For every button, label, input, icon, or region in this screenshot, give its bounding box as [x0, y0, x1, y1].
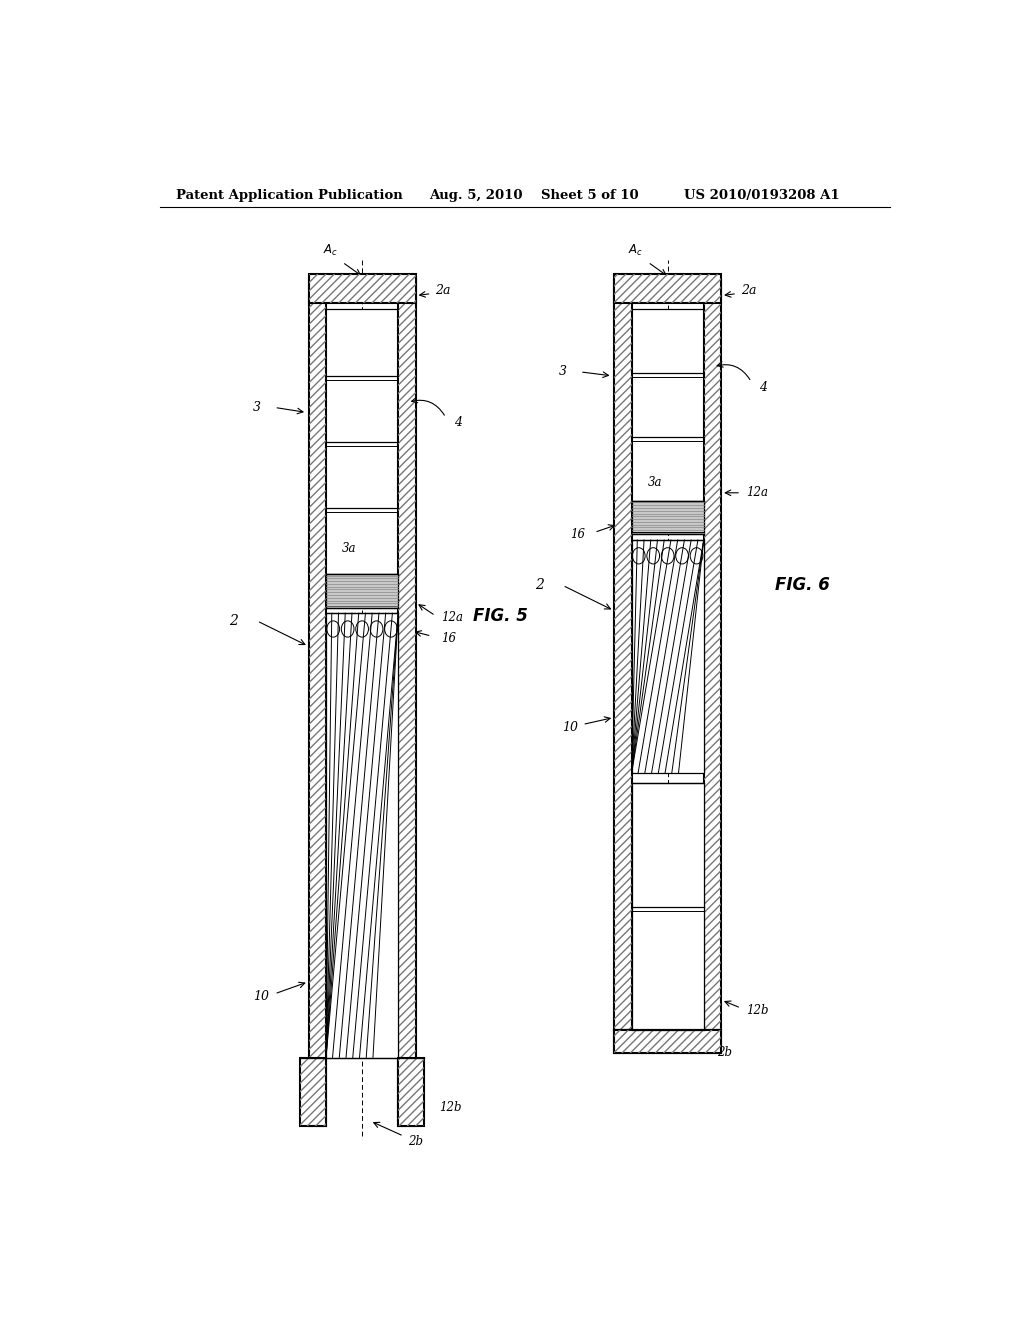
- Text: 12a: 12a: [441, 611, 463, 624]
- Bar: [326, 309, 398, 376]
- Bar: [632, 309, 703, 374]
- Text: 16: 16: [570, 528, 586, 541]
- Text: 3a: 3a: [342, 543, 356, 556]
- Text: 3: 3: [558, 366, 566, 379]
- Text: 16: 16: [441, 632, 456, 644]
- Bar: [398, 280, 416, 1126]
- Bar: [614, 273, 721, 302]
- Text: 2: 2: [229, 614, 238, 628]
- Bar: [614, 1031, 721, 1053]
- Bar: [614, 1031, 721, 1053]
- Bar: [326, 574, 398, 607]
- Text: 3: 3: [253, 401, 261, 414]
- Bar: [326, 508, 398, 574]
- Text: Patent Application Publication: Patent Application Publication: [176, 189, 402, 202]
- Bar: [703, 280, 721, 1031]
- Text: 4: 4: [454, 416, 462, 429]
- Bar: [632, 540, 703, 774]
- Bar: [614, 1031, 721, 1053]
- Bar: [300, 1057, 326, 1126]
- Bar: [300, 1057, 326, 1126]
- Bar: [326, 442, 398, 508]
- Text: FIG. 6: FIG. 6: [775, 577, 829, 594]
- Text: FIG. 5: FIG. 5: [473, 607, 528, 624]
- Bar: [632, 540, 703, 774]
- Text: 12b: 12b: [439, 1101, 462, 1114]
- Text: 2b: 2b: [408, 1135, 423, 1148]
- Text: 12a: 12a: [746, 486, 769, 499]
- Bar: [398, 280, 416, 1126]
- Text: 10: 10: [562, 721, 579, 734]
- Bar: [703, 280, 721, 1031]
- Bar: [632, 784, 703, 1031]
- Bar: [632, 500, 703, 535]
- Text: 2: 2: [535, 578, 544, 593]
- Bar: [614, 273, 721, 302]
- Bar: [632, 437, 703, 500]
- Bar: [326, 612, 398, 1057]
- Bar: [326, 376, 398, 442]
- Text: $A_c$: $A_c$: [629, 243, 643, 257]
- Text: 10: 10: [253, 990, 269, 1003]
- Text: Aug. 5, 2010: Aug. 5, 2010: [430, 189, 523, 202]
- Bar: [326, 612, 398, 1057]
- Bar: [614, 280, 632, 1031]
- Bar: [308, 273, 416, 302]
- Text: 3a: 3a: [648, 477, 663, 490]
- Text: 12b: 12b: [746, 1003, 769, 1016]
- Text: $A_c$: $A_c$: [323, 243, 338, 257]
- Text: 4: 4: [760, 380, 767, 393]
- Text: 2a: 2a: [435, 284, 451, 297]
- Bar: [614, 1031, 721, 1053]
- Bar: [632, 374, 703, 437]
- Bar: [308, 280, 326, 1126]
- Bar: [308, 273, 416, 302]
- Bar: [614, 280, 632, 1031]
- Text: 2a: 2a: [741, 284, 757, 297]
- Bar: [308, 280, 326, 1126]
- Bar: [398, 1057, 424, 1126]
- Text: US 2010/0193208 A1: US 2010/0193208 A1: [684, 189, 839, 202]
- Bar: [398, 1057, 424, 1126]
- Text: Sheet 5 of 10: Sheet 5 of 10: [541, 189, 638, 202]
- Text: 2b: 2b: [717, 1047, 732, 1060]
